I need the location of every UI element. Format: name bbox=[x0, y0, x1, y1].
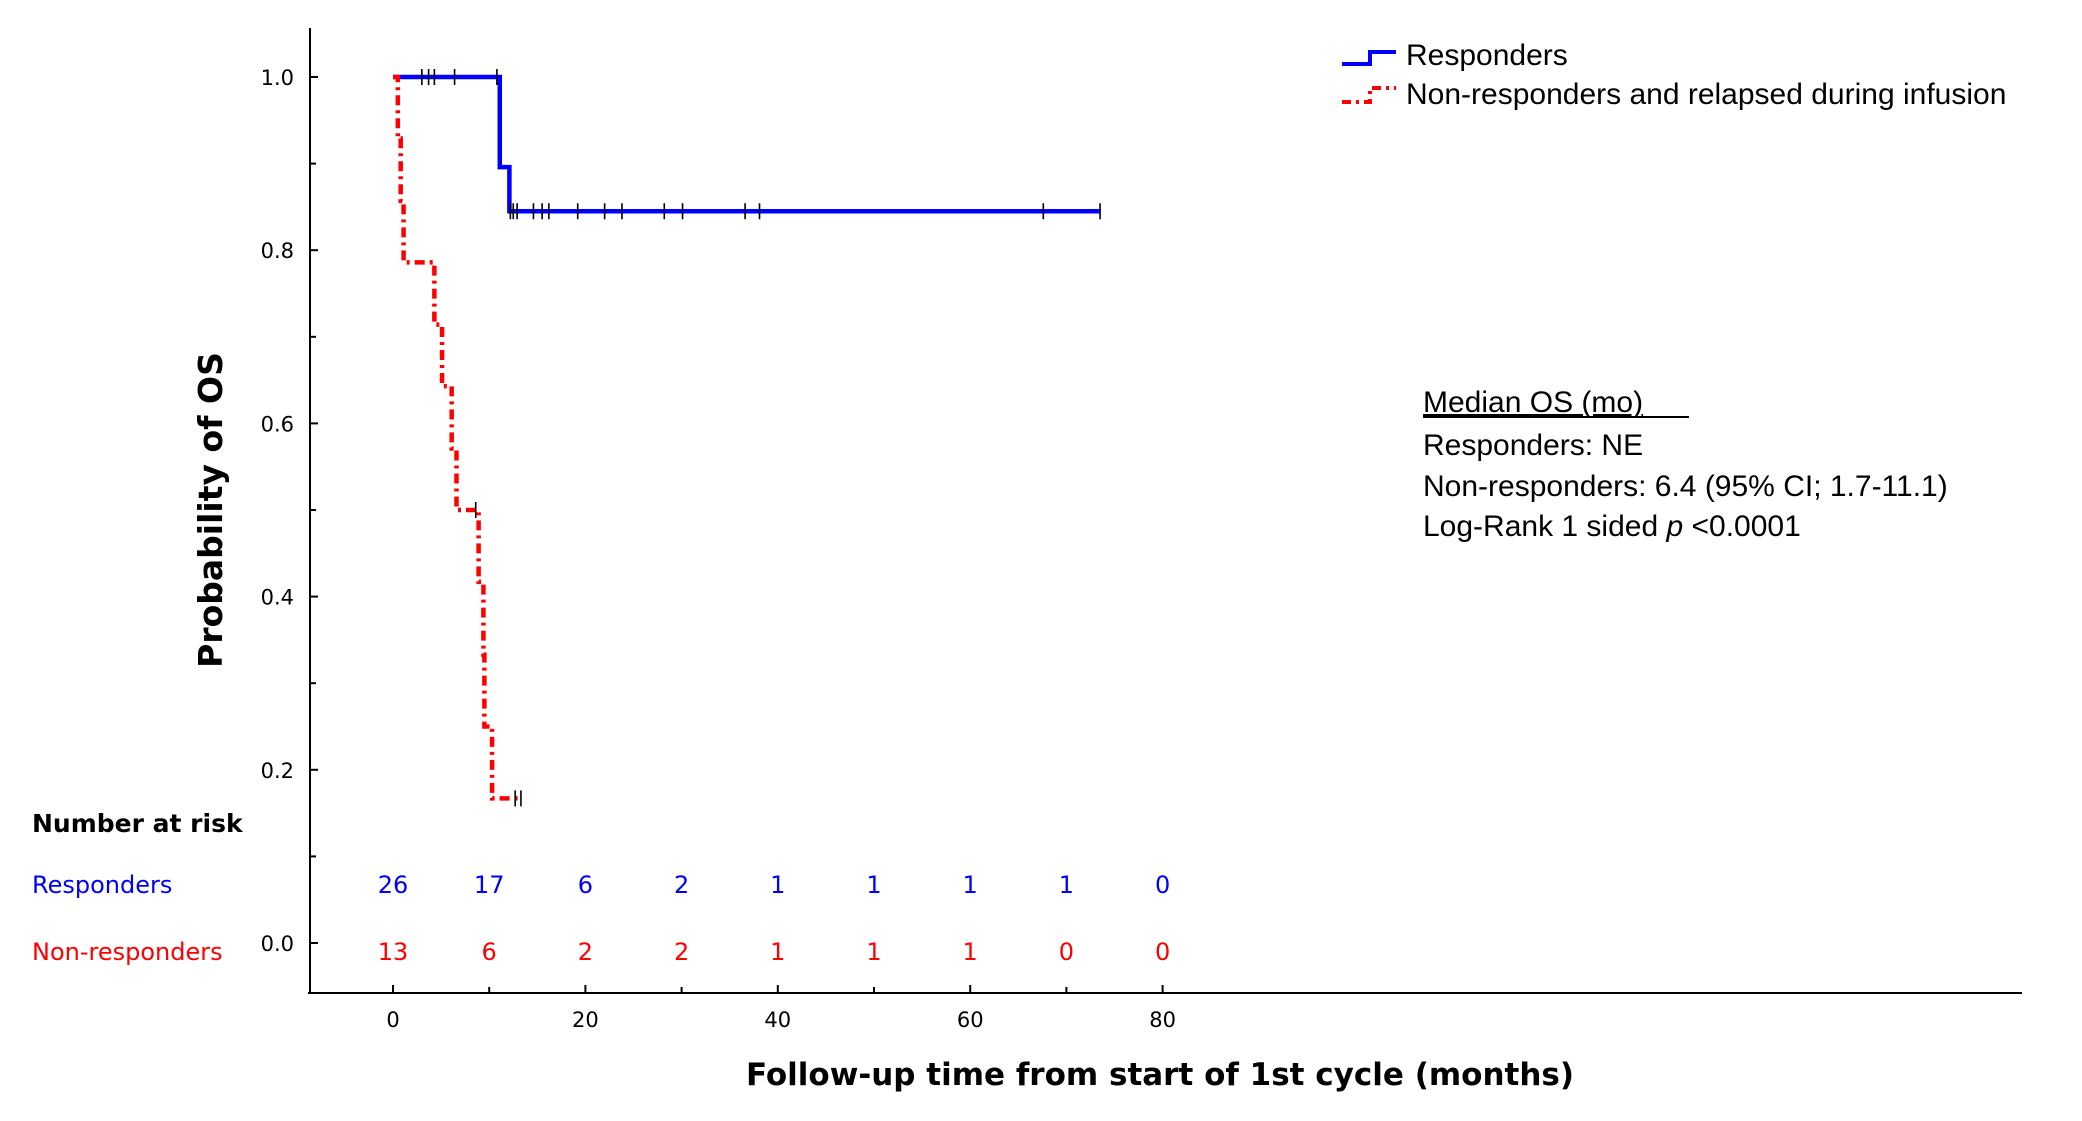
logrank-prefix: Log-Rank 1 sided bbox=[1423, 510, 1667, 543]
risk-value-nonresponders: 1 bbox=[866, 938, 881, 966]
legend-swatch-responders bbox=[1342, 50, 1396, 66]
risk-value-responders: 1 bbox=[866, 871, 881, 899]
x-axis-ticks: 0 20 40 60 80 bbox=[386, 985, 1176, 1032]
legend-label-responders: Responders bbox=[1406, 39, 1568, 72]
logrank-text: Log-Rank 1 sided p <0.0001 bbox=[1423, 510, 1801, 543]
y-tick-label: 0.8 bbox=[261, 239, 294, 263]
y-axis-title: Probability of OS bbox=[191, 352, 230, 668]
number-at-risk-title: Number at risk bbox=[32, 809, 244, 838]
risk-value-responders: 0 bbox=[1155, 871, 1170, 899]
logrank-p: p bbox=[1666, 510, 1684, 543]
risk-value-nonresponders: 1 bbox=[770, 938, 785, 966]
risk-value-nonresponders: 6 bbox=[482, 938, 497, 966]
logrank-value: <0.0001 bbox=[1683, 510, 1801, 543]
legend-item-responders: Responders bbox=[1342, 39, 1568, 72]
legend-label-nonresponders: Non-responders and relapsed during infus… bbox=[1406, 78, 2006, 111]
risk-values: 26 17 6 2 1 1 1 1 0 13 6 2 2 1 1 1 0 0 bbox=[378, 871, 1171, 966]
x-tick-label: 80 bbox=[1149, 1008, 1176, 1032]
x-tick-label: 20 bbox=[572, 1008, 599, 1032]
series-layer bbox=[393, 69, 1101, 807]
median-os-nonresponders: Non-responders: 6.4 (95% CI; 1.7-11.1) bbox=[1423, 470, 1948, 503]
risk-value-responders: 26 bbox=[378, 871, 409, 899]
x-tick-label: 0 bbox=[386, 1008, 399, 1032]
risk-value-responders: 2 bbox=[674, 871, 689, 899]
risk-value-nonresponders: 2 bbox=[578, 938, 593, 966]
legend: Responders Non-responders and relapsed d… bbox=[1342, 39, 2006, 111]
risk-value-nonresponders: 2 bbox=[674, 938, 689, 966]
risk-value-responders: 1 bbox=[770, 871, 785, 899]
curve-responders bbox=[393, 74, 1101, 214]
risk-value-nonresponders: 0 bbox=[1059, 938, 1074, 966]
legend-swatch-nonresponders bbox=[1342, 86, 1396, 104]
curve-nonresponders bbox=[393, 74, 521, 801]
y-axis-ticks: 0.0 0.2 0.4 0.6 0.8 1.0 bbox=[261, 66, 318, 956]
x-tick-label: 40 bbox=[764, 1008, 791, 1032]
risk-value-nonresponders: 1 bbox=[963, 938, 978, 966]
risk-value-responders: 1 bbox=[1059, 871, 1074, 899]
number-at-risk-table: Number at risk Responders Non-responders… bbox=[32, 809, 1170, 966]
risk-value-responders: 17 bbox=[474, 871, 505, 899]
risk-row-label-nonresponders: Non-responders bbox=[32, 938, 223, 966]
median-os-title: Median OS (mo) bbox=[1423, 386, 1643, 419]
y-tick-label: 0.2 bbox=[261, 759, 294, 783]
risk-row-label-responders: Responders bbox=[32, 871, 172, 899]
x-axis-title: Follow-up time from start of 1st cycle (… bbox=[746, 1057, 1574, 1093]
risk-value-nonresponders: 0 bbox=[1155, 938, 1170, 966]
median-os-responders: Responders: NE bbox=[1423, 429, 1643, 462]
risk-value-nonresponders: 13 bbox=[378, 938, 409, 966]
y-tick-label: 0.4 bbox=[261, 586, 294, 610]
risk-value-responders: 1 bbox=[963, 871, 978, 899]
legend-item-nonresponders: Non-responders and relapsed during infus… bbox=[1342, 78, 2006, 111]
y-tick-label: 0.0 bbox=[261, 932, 294, 956]
y-tick-label: 0.6 bbox=[261, 412, 294, 436]
risk-value-responders: 6 bbox=[578, 871, 593, 899]
median-os-annotation: Median OS (mo) Responders: NE Non-respon… bbox=[1423, 386, 1948, 543]
x-tick-label: 60 bbox=[957, 1008, 984, 1032]
y-tick-label: 1.0 bbox=[261, 66, 294, 90]
